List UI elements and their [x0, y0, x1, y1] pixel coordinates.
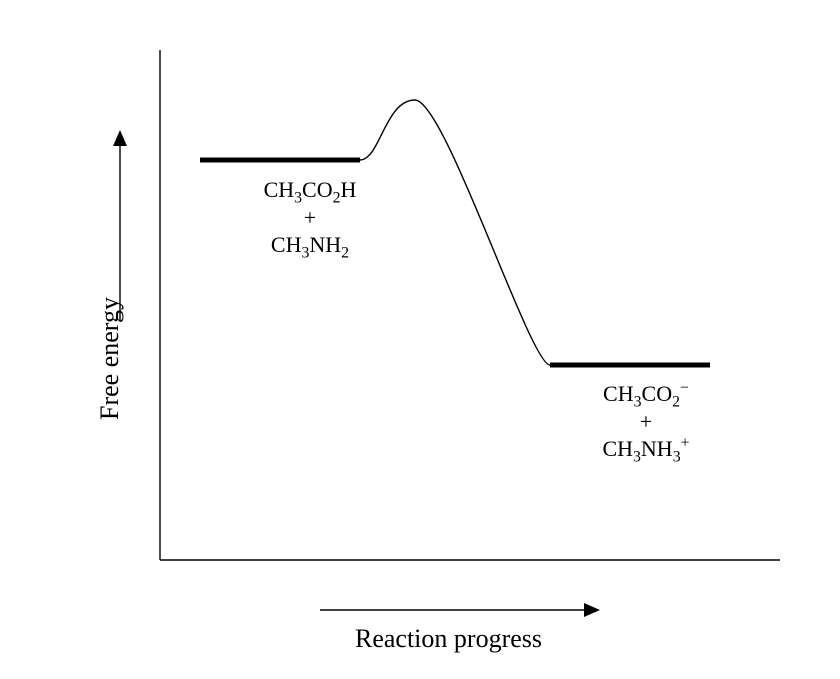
y-arrow-head	[113, 130, 127, 146]
plus-sign: +	[556, 408, 736, 436]
energy-diagram-svg	[0, 0, 840, 679]
reactant-acid: CH3CO2H	[230, 176, 390, 204]
product-ammonium: CH3NH3+	[556, 435, 736, 463]
x-arrow-head	[584, 603, 600, 617]
x-axis-label: Reaction progress	[355, 624, 542, 654]
plus-sign: +	[230, 204, 390, 232]
diagram-stage: Free energy Reaction progress CH3CO2H + …	[0, 0, 840, 679]
products-label: CH3CO2− + CH3NH3+	[556, 380, 736, 463]
reactant-amine: CH3NH2	[230, 231, 390, 259]
reactants-label: CH3CO2H + CH3NH2	[230, 176, 390, 259]
product-acetate: CH3CO2−	[556, 380, 736, 408]
y-axis-label: Free energy	[95, 297, 125, 420]
